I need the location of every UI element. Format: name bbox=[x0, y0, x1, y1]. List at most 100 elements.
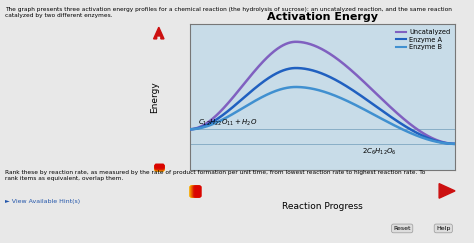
Bar bbox=[155, 166, 163, 169]
Bar bbox=[155, 164, 163, 167]
Bar bbox=[155, 165, 163, 168]
Bar bbox=[193, 186, 198, 196]
Bar bbox=[192, 186, 198, 196]
Bar bbox=[155, 166, 163, 169]
Bar bbox=[155, 165, 163, 168]
Uncatalyzed bbox=[365, 84, 370, 87]
Bar bbox=[155, 166, 163, 169]
Enzyme A bbox=[365, 99, 370, 102]
Line: Uncatalyzed: Uncatalyzed bbox=[190, 42, 455, 144]
Line: Enzyme B: Enzyme B bbox=[190, 87, 455, 144]
Bar bbox=[155, 165, 163, 168]
Bar bbox=[155, 165, 163, 168]
Text: The graph presents three activation energy profiles for a chemical reaction (the: The graph presents three activation ener… bbox=[5, 7, 452, 18]
Bar bbox=[194, 186, 199, 196]
Text: ► View Available Hint(s): ► View Available Hint(s) bbox=[5, 199, 80, 204]
Text: $C_{12}H_{22}O_{11} + H_2O$: $C_{12}H_{22}O_{11} + H_2O$ bbox=[198, 118, 257, 128]
Enzyme B bbox=[293, 86, 299, 88]
Bar bbox=[194, 186, 199, 196]
Bar bbox=[155, 166, 163, 169]
Bar bbox=[190, 186, 195, 196]
Bar bbox=[155, 165, 163, 168]
Bar bbox=[155, 167, 163, 170]
Enzyme A bbox=[255, 85, 261, 87]
Bar bbox=[155, 165, 163, 168]
Bar bbox=[191, 186, 197, 196]
Bar bbox=[193, 186, 199, 196]
Title: Activation Energy: Activation Energy bbox=[267, 12, 378, 22]
Bar bbox=[191, 186, 196, 196]
Bar bbox=[194, 186, 199, 196]
Enzyme A bbox=[452, 142, 458, 145]
Text: Energy: Energy bbox=[151, 81, 160, 113]
Bar bbox=[155, 165, 163, 168]
Bar bbox=[155, 167, 163, 170]
Legend: Uncatalyzed, Enzyme A, Enzyme B: Uncatalyzed, Enzyme A, Enzyme B bbox=[394, 28, 452, 52]
Bar bbox=[193, 186, 198, 196]
Bar bbox=[155, 166, 163, 169]
Bar bbox=[192, 186, 197, 196]
Bar bbox=[195, 186, 200, 196]
Bar bbox=[155, 166, 163, 169]
Bar bbox=[191, 186, 196, 196]
Bar bbox=[192, 186, 198, 196]
Bar bbox=[191, 186, 196, 196]
Bar bbox=[194, 186, 200, 196]
Bar bbox=[191, 186, 197, 196]
Bar bbox=[191, 186, 196, 196]
Bar bbox=[191, 186, 197, 196]
Bar bbox=[155, 167, 163, 170]
Enzyme B bbox=[365, 110, 370, 113]
Bar bbox=[155, 167, 163, 170]
Bar bbox=[155, 167, 163, 170]
Bar bbox=[192, 186, 198, 196]
Bar bbox=[155, 167, 163, 170]
Bar bbox=[155, 165, 163, 168]
Enzyme A bbox=[387, 115, 393, 118]
Bar bbox=[155, 165, 163, 168]
FancyArrow shape bbox=[154, 27, 164, 39]
Enzyme A bbox=[293, 67, 299, 69]
Bar bbox=[192, 186, 198, 196]
Bar bbox=[194, 186, 200, 196]
Bar bbox=[155, 166, 163, 169]
Bar bbox=[155, 167, 163, 170]
Bar bbox=[155, 166, 163, 169]
Enzyme A bbox=[344, 85, 349, 88]
Bar bbox=[155, 165, 163, 168]
Bar bbox=[155, 165, 163, 168]
Bar bbox=[194, 186, 200, 196]
Bar bbox=[194, 186, 199, 196]
Bar bbox=[155, 166, 163, 169]
Bar bbox=[194, 186, 200, 196]
Bar bbox=[191, 186, 196, 196]
Text: Help: Help bbox=[436, 226, 450, 231]
Bar bbox=[195, 186, 200, 196]
Text: $2C_6H_{12}O_6$: $2C_6H_{12}O_6$ bbox=[362, 147, 397, 157]
Enzyme A bbox=[187, 128, 192, 131]
Bar bbox=[155, 165, 163, 168]
Bar bbox=[190, 186, 195, 196]
Uncatalyzed bbox=[307, 43, 313, 46]
Uncatalyzed bbox=[187, 128, 192, 131]
Bar bbox=[155, 167, 163, 170]
Bar bbox=[155, 166, 163, 169]
Bar bbox=[194, 186, 200, 196]
FancyArrow shape bbox=[439, 184, 455, 198]
Bar bbox=[191, 186, 197, 196]
Bar bbox=[192, 186, 198, 196]
Bar bbox=[191, 186, 197, 196]
Text: Rank these by reaction rate, as measured by the rate of product formation per un: Rank these by reaction rate, as measured… bbox=[5, 170, 425, 181]
Uncatalyzed bbox=[293, 40, 299, 43]
Bar bbox=[190, 186, 196, 196]
Bar bbox=[192, 186, 197, 196]
Uncatalyzed bbox=[234, 92, 239, 95]
Bar bbox=[191, 186, 197, 196]
Enzyme B bbox=[187, 128, 192, 131]
Bar bbox=[155, 166, 163, 169]
Uncatalyzed bbox=[344, 65, 349, 68]
Bar bbox=[155, 165, 163, 168]
Bar bbox=[190, 186, 195, 196]
Enzyme B bbox=[452, 142, 458, 145]
Uncatalyzed bbox=[452, 142, 458, 145]
